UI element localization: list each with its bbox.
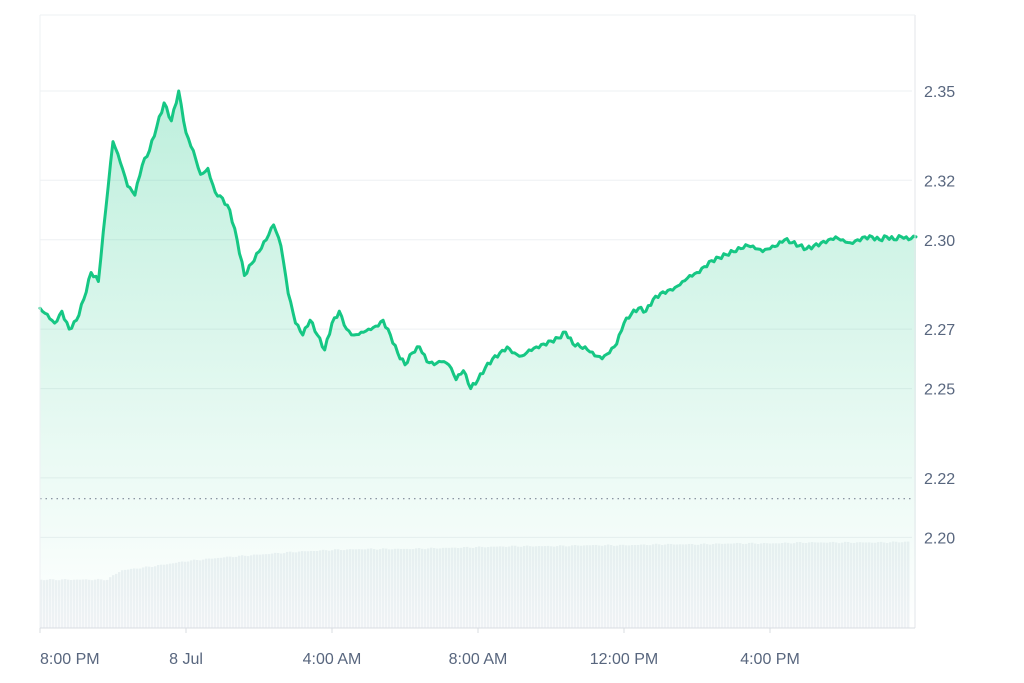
- x-tick-label: 4:00 PM: [740, 651, 800, 668]
- x-tick-label: 12:00 PM: [590, 651, 658, 668]
- price-area: [40, 91, 916, 628]
- y-tick-label: 2.20: [924, 530, 955, 547]
- x-axis: 8:00 PM 8 Jul 4:00 AM 8:00 AM 12:00 PM 4:00 P…: [39, 628, 800, 668]
- price-line[interactable]: [38, 89, 918, 391]
- x-tick-label: 8 Jul: [169, 651, 203, 668]
- y-tick-label: 2.25: [924, 382, 955, 399]
- y-tick-label: 2.32: [924, 173, 955, 190]
- y-tick-label: 2.30: [924, 233, 955, 250]
- y-tick-label: 2.35: [924, 84, 955, 101]
- y-tick-label: 2.27: [924, 322, 955, 339]
- x-tick-label: 8:00 AM: [449, 651, 508, 668]
- y-tick-label: 2.22: [924, 471, 955, 488]
- y-axis: 2.35 2.32 2.30 2.27 2.25 2.22 2.20: [924, 84, 955, 547]
- x-tick-label: 4:00 AM: [303, 651, 362, 668]
- x-tick-label: 8:00 PM: [40, 651, 100, 668]
